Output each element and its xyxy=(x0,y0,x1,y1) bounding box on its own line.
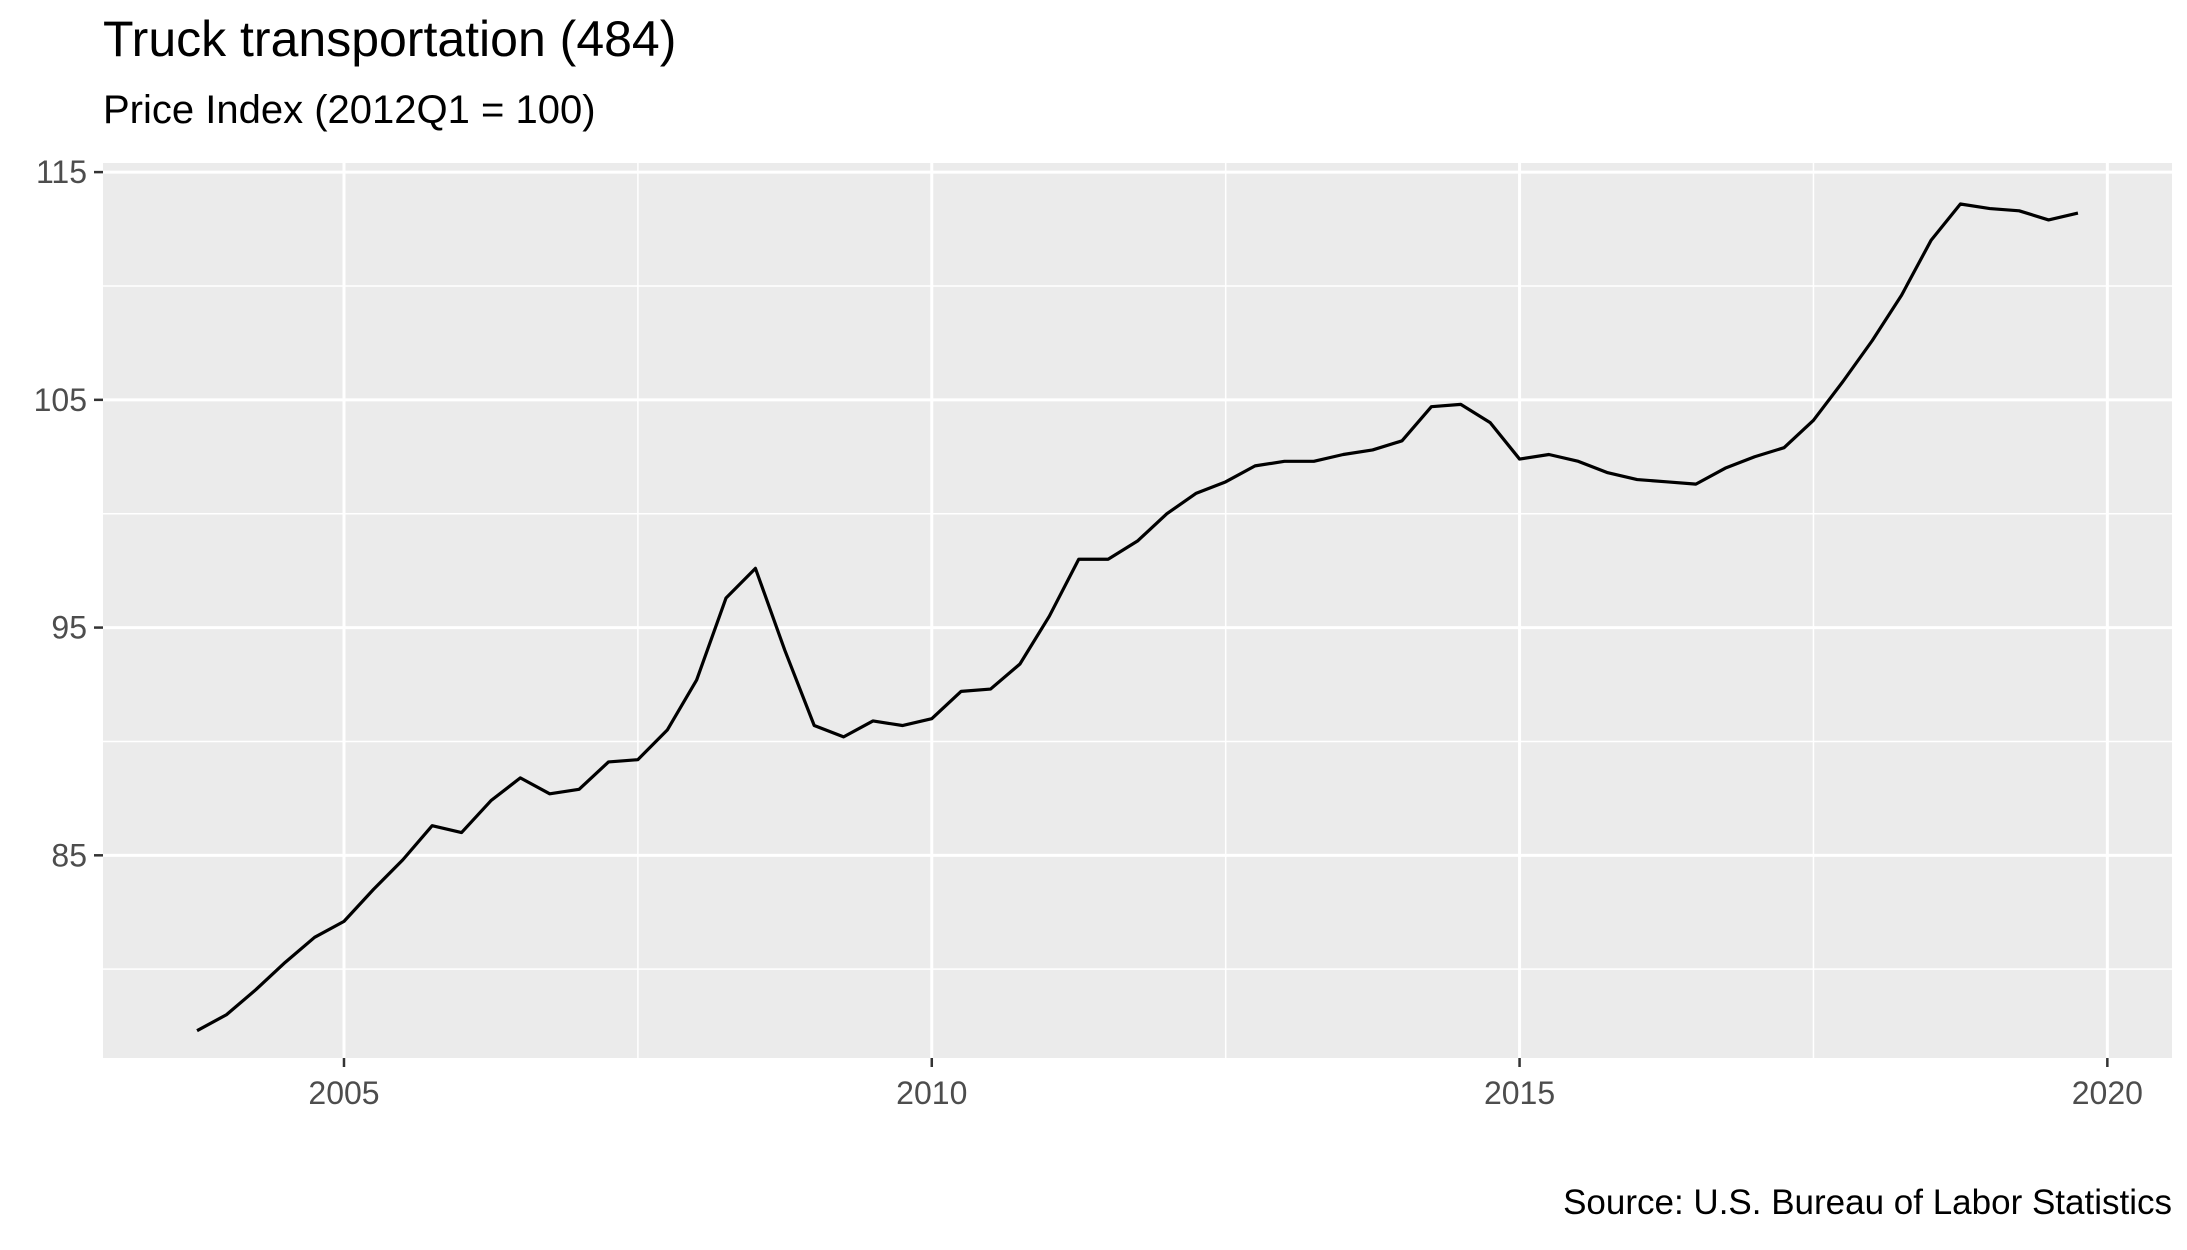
major-gridlines xyxy=(103,163,2172,1058)
y-axis: 85 95 105 115 xyxy=(34,154,103,873)
y-tick-label: 95 xyxy=(51,610,87,646)
x-tick-label: 2010 xyxy=(896,1075,967,1111)
x-tick-label: 2020 xyxy=(2072,1075,2143,1111)
x-tick-label: 2005 xyxy=(308,1075,379,1111)
minor-gridlines xyxy=(103,163,2172,1058)
chart-subtitle: Price Index (2012Q1 = 100) xyxy=(103,88,596,132)
series-line xyxy=(196,202,2079,1033)
x-tick-label: 2015 xyxy=(1484,1075,1555,1111)
y-tick-label: 85 xyxy=(51,837,87,873)
plot-panel xyxy=(103,163,2172,1058)
chart-caption: Source: U.S. Bureau of Labor Statistics xyxy=(1563,1183,2172,1222)
series-layer xyxy=(196,202,2079,1033)
x-axis: 2005 2010 2015 2020 xyxy=(308,1058,2143,1111)
y-tick-label: 115 xyxy=(36,154,87,190)
y-tick-label: 105 xyxy=(34,382,87,418)
chart-title: Truck transportation (484) xyxy=(103,11,677,67)
